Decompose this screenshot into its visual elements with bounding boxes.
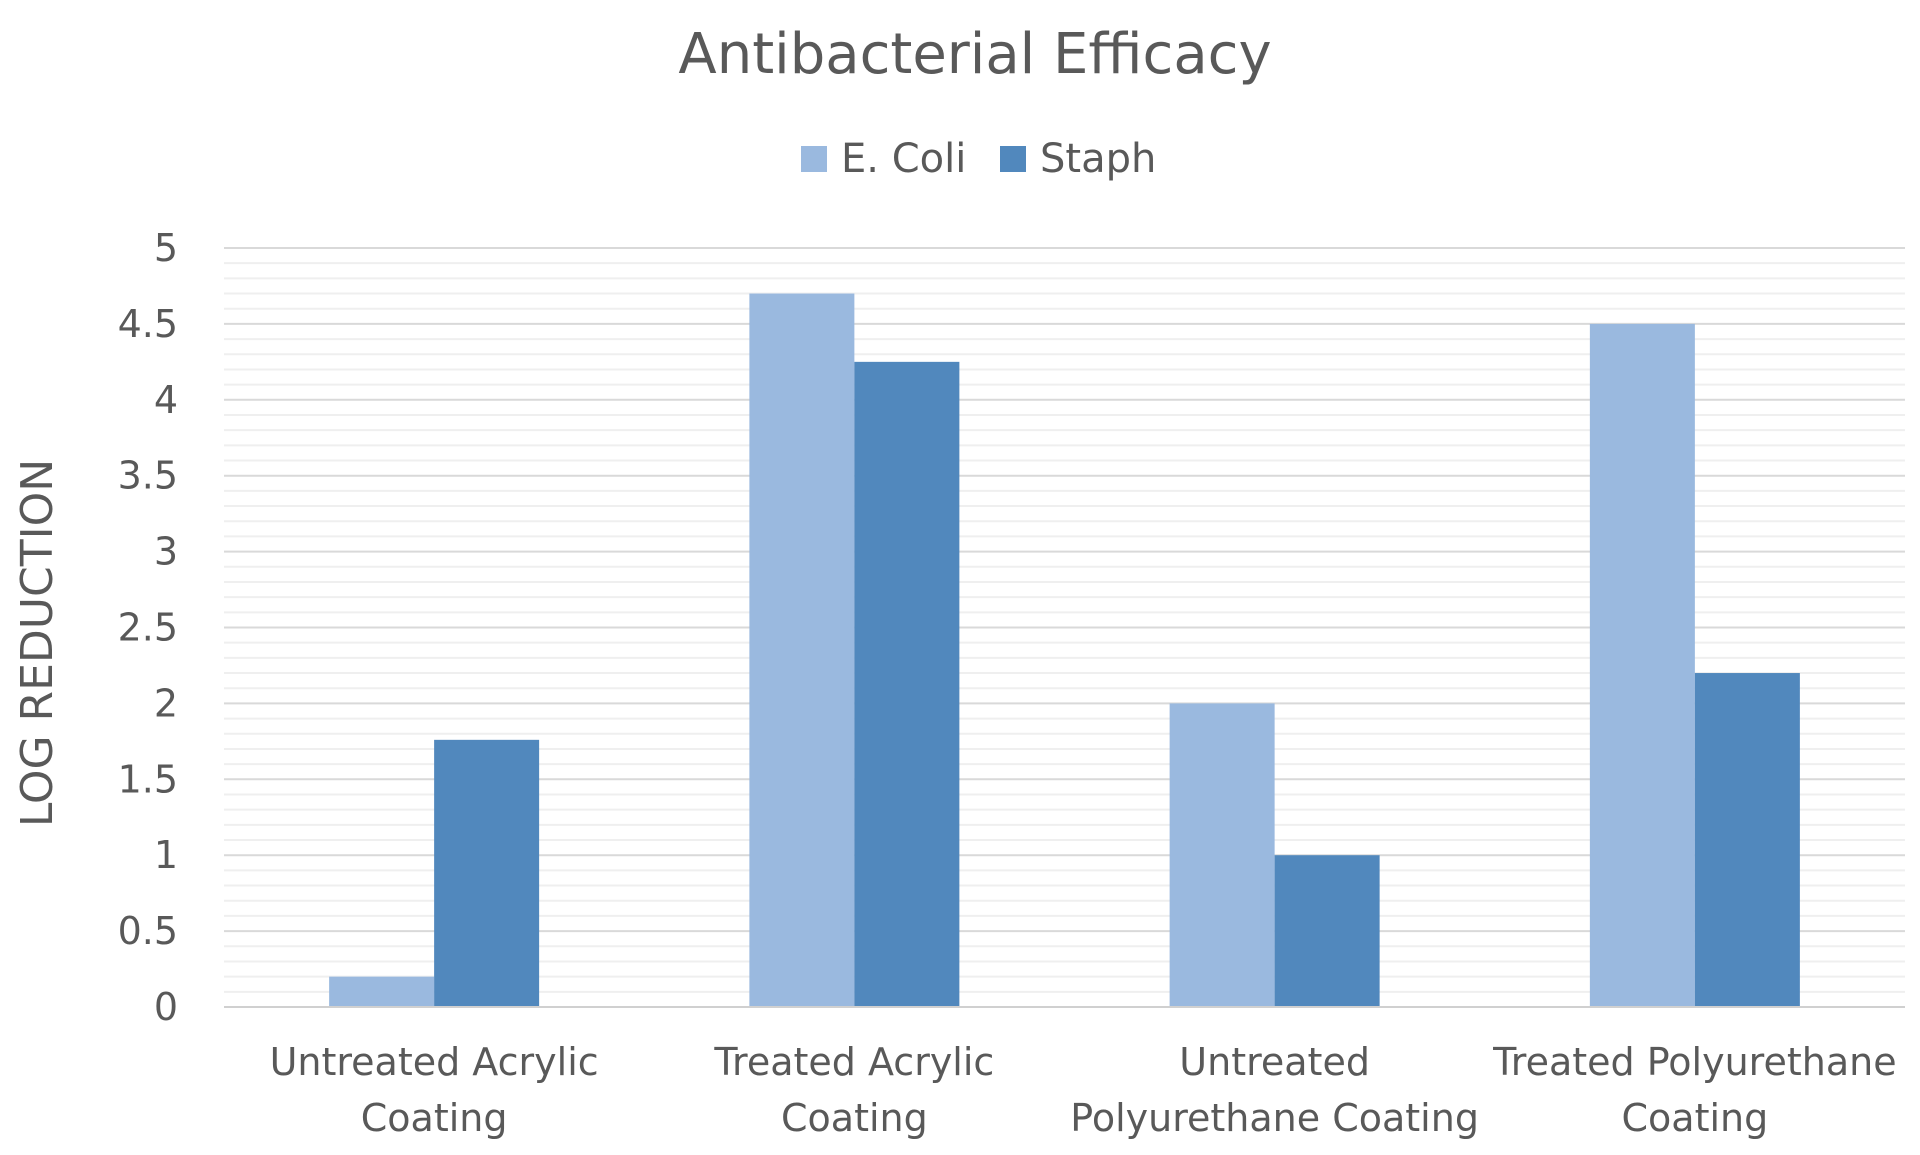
bar-e-coli bbox=[329, 976, 435, 1007]
bar-staph bbox=[1694, 673, 1800, 1007]
x-category-label: Polyurethane Coating bbox=[1070, 1096, 1479, 1140]
y-tick-label: 4.5 bbox=[118, 302, 178, 346]
x-category-label: Treated Acrylic bbox=[713, 1040, 994, 1084]
y-tick-label: 0.5 bbox=[118, 909, 178, 953]
y-tick-label: 3.5 bbox=[118, 454, 178, 498]
legend-label: Staph bbox=[1040, 136, 1156, 182]
x-category-label: Treated Polyurethane bbox=[1492, 1040, 1896, 1084]
bar-staph bbox=[854, 361, 960, 1008]
legend-swatch bbox=[801, 146, 827, 172]
y-tick-label: 4 bbox=[154, 378, 178, 422]
bar-e-coli bbox=[1169, 703, 1275, 1007]
legend-swatch bbox=[1000, 146, 1026, 172]
x-category-label: Coating bbox=[361, 1096, 508, 1140]
y-axis: 0 0.5 1 1.5 2 2.5 3 3.5 4 4.5 5 bbox=[118, 226, 178, 1029]
y-tick-label: 0 bbox=[154, 985, 178, 1029]
y-tick-label: 1 bbox=[154, 833, 178, 877]
x-category-label: Untreated bbox=[1179, 1040, 1370, 1084]
chart-title: Antibacterial Efficacy bbox=[678, 22, 1271, 87]
y-axis-label: LOG REDUCTION bbox=[12, 459, 63, 827]
legend: E. Coli Staph bbox=[801, 136, 1156, 182]
x-axis: Untreated Acrylic Coating Treated Acrylic C… bbox=[224, 1006, 1905, 1140]
bar-e-coli bbox=[1589, 323, 1695, 1007]
y-tick-label: 2 bbox=[154, 681, 178, 725]
x-category-label: Untreated Acrylic bbox=[270, 1040, 599, 1084]
bar-staph bbox=[1274, 855, 1380, 1007]
x-category-label: Coating bbox=[781, 1096, 928, 1140]
x-category-label: Coating bbox=[1622, 1096, 1769, 1140]
y-tick-label: 5 bbox=[154, 226, 178, 270]
y-tick-label: 1.5 bbox=[118, 757, 178, 801]
legend-label: E. Coli bbox=[841, 136, 966, 182]
y-tick-label: 2.5 bbox=[118, 606, 178, 650]
bar-staph bbox=[434, 739, 540, 1007]
bars bbox=[329, 293, 1800, 1008]
bar-e-coli bbox=[749, 293, 855, 1007]
y-tick-label: 3 bbox=[154, 530, 178, 574]
